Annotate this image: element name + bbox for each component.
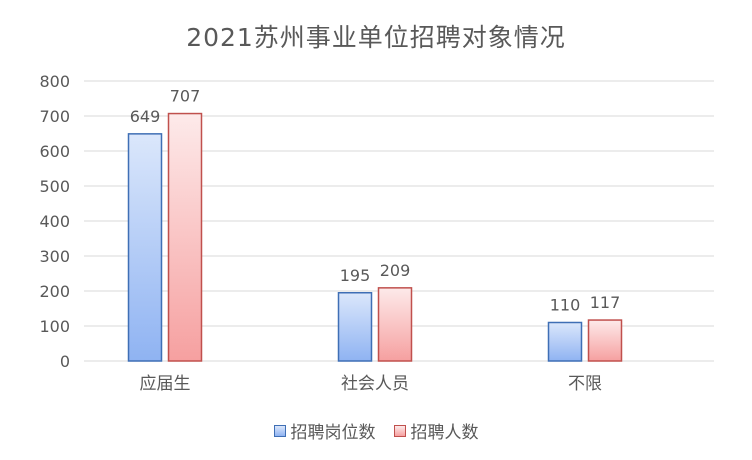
data-label: 649: [130, 107, 161, 126]
x-tick-label: 社会人员: [341, 374, 409, 394]
y-tick-label: 700: [39, 107, 70, 126]
y-tick-label: 300: [39, 247, 70, 266]
bars: [127, 112, 623, 362]
data-labels: 649 707 195 209 110 117: [130, 87, 621, 315]
bar-headcount: [587, 319, 623, 362]
legend-swatch-positions: [273, 424, 286, 437]
y-axis-ticks: 0 100 200 300 400 500 600 700 800: [39, 72, 70, 371]
legend-swatch-headcount: [393, 424, 406, 437]
y-tick-label: 200: [39, 282, 70, 301]
y-tick-label: 600: [39, 142, 70, 161]
legend-item-positions: 招聘岗位数: [273, 418, 376, 443]
y-tick-label: 0: [60, 352, 70, 371]
bar-positions: [127, 133, 163, 362]
legend: 招聘岗位数 招聘人数: [0, 418, 752, 443]
y-tick-label: 400: [39, 212, 70, 231]
y-tick-label: 500: [39, 177, 70, 196]
data-label: 117: [590, 293, 621, 312]
x-tick-label: 应届生: [140, 374, 191, 394]
data-label: 195: [340, 266, 371, 285]
bar-headcount: [377, 287, 413, 362]
x-axis-ticks: 应届生 社会人员 不限: [140, 374, 603, 394]
legend-item-headcount: 招聘人数: [393, 418, 479, 443]
y-tick-label: 100: [39, 317, 70, 336]
chart-title: 2021苏州事业单位招聘对象情况: [186, 23, 566, 52]
data-label: 209: [380, 261, 411, 280]
x-tick-label: 不限: [568, 374, 602, 394]
bar-positions: [547, 321, 583, 362]
data-label: 110: [550, 296, 581, 315]
data-label: 707: [170, 87, 201, 106]
y-tick-label: 800: [39, 72, 70, 91]
legend-label-headcount: 招聘人数: [410, 423, 479, 443]
bar-positions: [337, 292, 373, 362]
bar-headcount: [167, 112, 203, 362]
legend-label-positions: 招聘岗位数: [290, 423, 376, 443]
